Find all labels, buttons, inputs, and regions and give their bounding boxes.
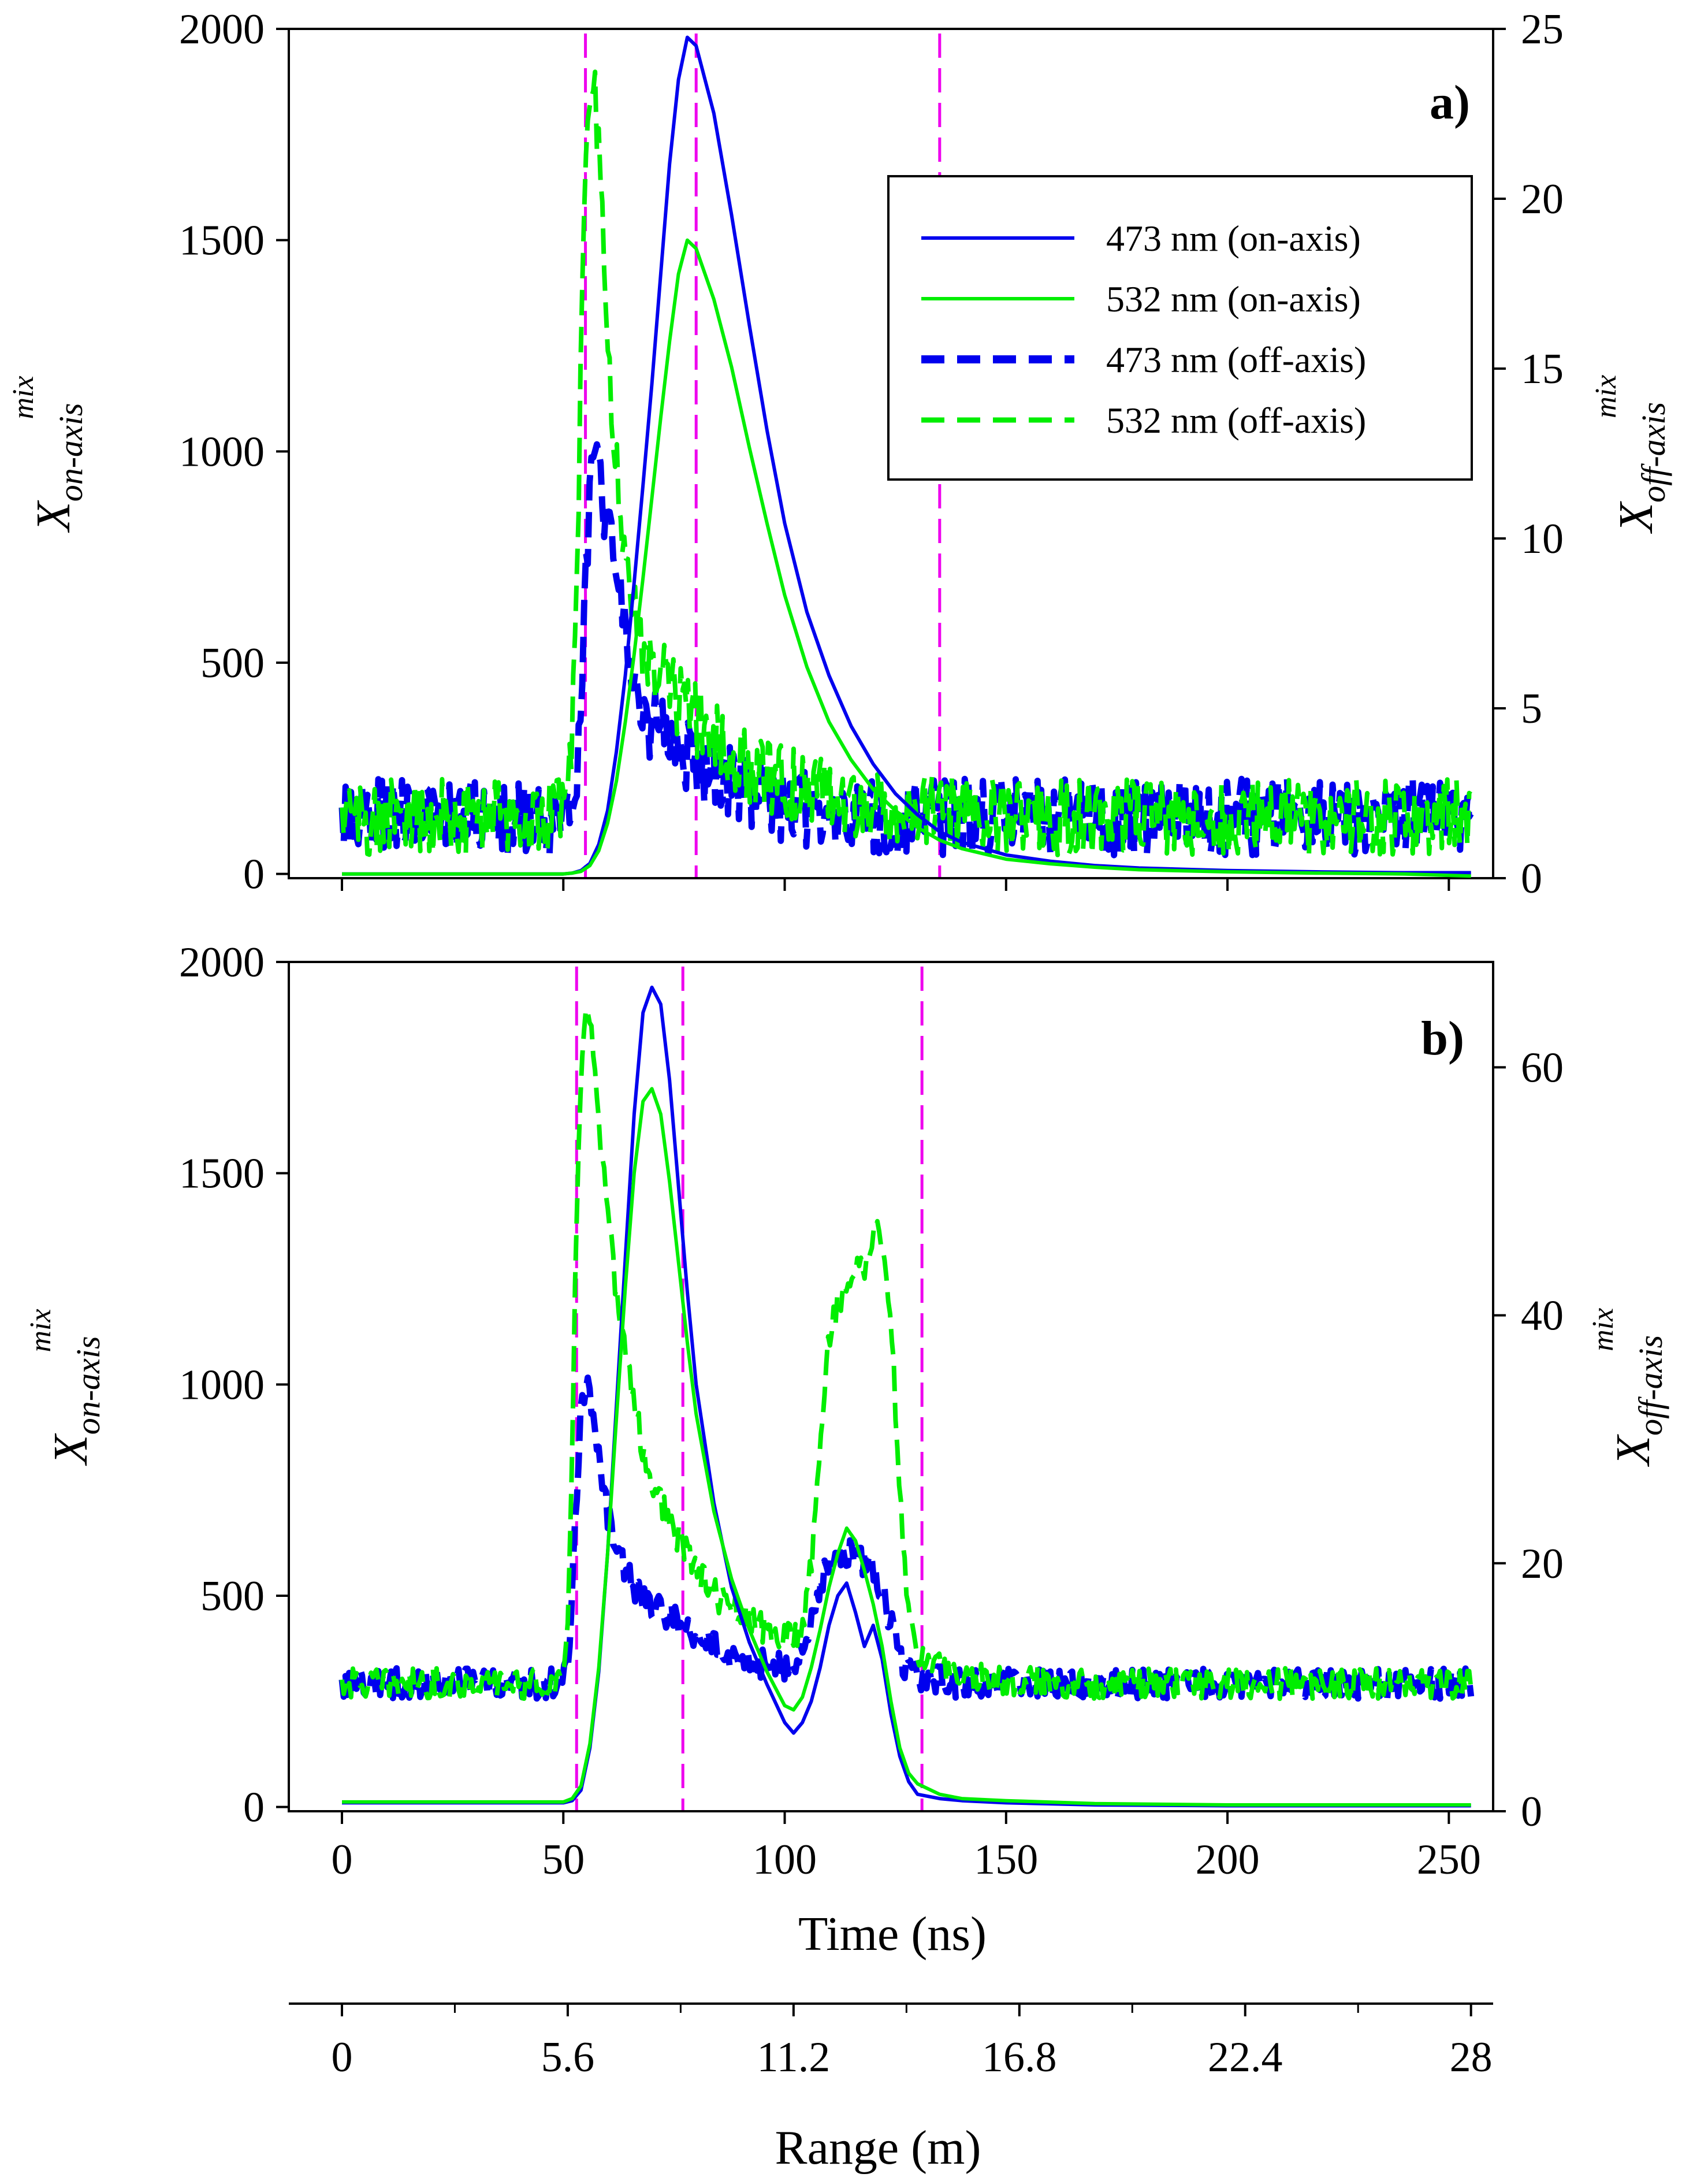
- right-tick-label: 20: [1521, 1540, 1564, 1588]
- x-tick-label: 250: [1417, 1836, 1481, 1883]
- chart-panel-a: 0 500 1000 1500 2000 0 5 10 15 20 25 a) Xon-axism…: [7, 6, 1672, 902]
- plot-frame-a: [288, 28, 1494, 879]
- bottom-axis-ticks-b: 0 50 100 150 200 250: [331, 1811, 1481, 1883]
- right-axis-ticks-a: 0 5 10 15 20 25: [1493, 6, 1564, 902]
- left-axis-ticks-b: 0 500 1000 1500 2000: [179, 939, 289, 1831]
- right-tick-label: 25: [1521, 6, 1564, 53]
- series-line-532-nm-on-axis: [342, 238, 1471, 878]
- x-tick-label: 0: [331, 1836, 352, 1883]
- range-tick-label: 22.4: [1208, 2034, 1283, 2081]
- range-tick-label: 16.8: [982, 2034, 1057, 2081]
- range-axis: 0 5.6 11.2 16.8 22.4 28 Range (m): [289, 2002, 1493, 2175]
- series-line-473-nm-on-axis: [342, 35, 1471, 876]
- left-tick-label: 2000: [179, 939, 265, 986]
- right-tick-label: 20: [1521, 176, 1564, 223]
- right-tick-label: 0: [1521, 1788, 1542, 1836]
- panel-label-a: a): [1430, 76, 1470, 129]
- right-axis-title-b: Xoff-axismix: [1587, 1308, 1669, 1467]
- range-tick-label: 5.6: [541, 2034, 595, 2081]
- right-tick-label: 15: [1521, 345, 1564, 393]
- legend-label-532-on: 532 nm (on-axis): [1106, 278, 1361, 319]
- right-axis-ticks-b: 0 20 40 60: [1493, 1044, 1564, 1836]
- plot-frame-b: [288, 961, 1494, 1812]
- legend-entry-473-off: 473 nm (off-axis): [921, 339, 1366, 380]
- legend-box: [887, 175, 1473, 481]
- left-axis-title-a: Xon-axismix: [7, 376, 90, 533]
- panel-label-b: b): [1421, 1012, 1464, 1065]
- left-tick-label: 1500: [179, 1150, 265, 1198]
- left-axis-title-b: Xon-axismix: [24, 1309, 107, 1466]
- right-tick-label: 10: [1521, 515, 1564, 563]
- left-tick-label: 1000: [179, 428, 265, 475]
- bottom-tick-marks-a: [340, 878, 1450, 891]
- legend-entry-532-on: 532 nm (on-axis): [921, 278, 1361, 319]
- left-tick-label: 500: [200, 1573, 265, 1620]
- series-line-473-nm-off-axis: [338, 1374, 1475, 1702]
- range-axis-ticks: 0 5.6 11.2 16.8 22.4 28: [331, 2004, 1493, 2081]
- series-group-b: [338, 985, 1475, 1808]
- range-tick-label: 28: [1450, 2034, 1493, 2081]
- left-tick-label: 0: [243, 1784, 265, 1831]
- x-tick-label: 150: [974, 1836, 1038, 1883]
- right-tick-label: 0: [1521, 855, 1542, 902]
- left-tick-label: 0: [243, 851, 265, 898]
- right-tick-label: 40: [1521, 1292, 1564, 1340]
- chart-panel-b: 0 500 1000 1500 2000 0 20 40 60 0 50 100 150 200 250…: [24, 939, 1669, 2175]
- left-tick-label: 1500: [179, 217, 265, 265]
- series-line-473-nm-off-axis: [338, 441, 1474, 859]
- series-line-532-nm-on-axis: [342, 1087, 1471, 1807]
- range-tick-label: 0: [331, 2034, 352, 2081]
- x-axis-title: Time (ns): [798, 1907, 987, 1961]
- series-line-532-nm-off-axis: [340, 69, 1472, 858]
- legend-entry-473-on: 473 nm (on-axis): [921, 218, 1361, 259]
- vertical-marker-lines-b: [575, 967, 924, 1810]
- right-axis-title-a: Xoff-axismix: [1590, 375, 1672, 534]
- range-tick-label: 11.2: [757, 2034, 830, 2081]
- right-tick-label: 5: [1521, 685, 1542, 733]
- left-axis-ticks-a: 0 500 1000 1500 2000: [179, 6, 289, 898]
- left-tick-label: 500: [200, 640, 265, 687]
- x-tick-label: 200: [1196, 1836, 1260, 1883]
- series-group-a: [338, 35, 1474, 878]
- x-tick-label: 50: [542, 1836, 585, 1883]
- legend-label-532-off: 532 nm (off-axis): [1106, 400, 1366, 441]
- left-tick-label: 2000: [179, 6, 265, 53]
- range-axis-title: Range (m): [775, 2121, 981, 2175]
- left-tick-label: 1000: [179, 1361, 265, 1409]
- series-line-532-nm-off-axis: [340, 1006, 1473, 1701]
- legend-label-473-off: 473 nm (off-axis): [1106, 339, 1366, 380]
- legend: 473 nm (on-axis) 532 nm (on-axis) 473 nm…: [887, 175, 1473, 481]
- x-tick-label: 100: [753, 1836, 817, 1883]
- legend-entry-532-off: 532 nm (off-axis): [921, 400, 1366, 441]
- legend-label-473-on: 473 nm (on-axis): [1106, 218, 1361, 259]
- right-tick-label: 60: [1521, 1044, 1564, 1091]
